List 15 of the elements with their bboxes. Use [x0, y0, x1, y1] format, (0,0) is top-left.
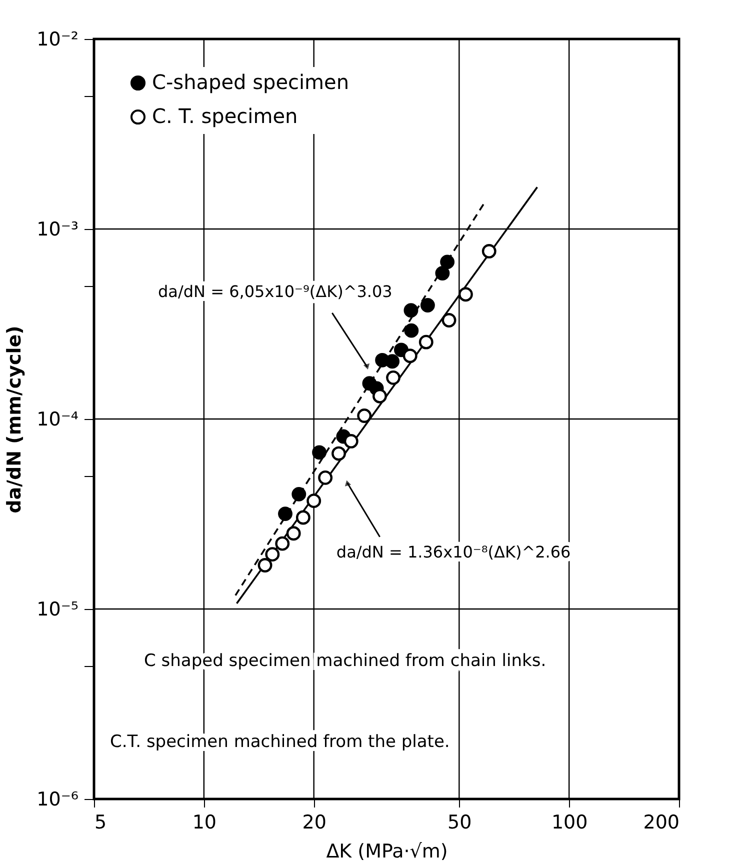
x-tick-label: 200 — [643, 812, 680, 834]
x-tick-label: 10 — [192, 812, 217, 834]
legend-label: C-shaped specimen — [152, 70, 350, 94]
y-tick-label: 10⁻³ — [36, 218, 78, 240]
x-tick-label: 20 — [302, 812, 326, 834]
y-axis-title: da/dN (mm/cycle) — [4, 326, 26, 514]
y-tick-label: 10⁻² — [36, 28, 78, 50]
x-tick-label: 50 — [448, 812, 472, 834]
y-tick-label: 10⁻⁶ — [36, 788, 78, 810]
x-tick-label: 5 — [94, 812, 107, 834]
legend-label: C. T. specimen — [152, 104, 298, 128]
x-tick-label: 100 — [551, 812, 588, 834]
y-tick-label: 10⁻⁵ — [36, 598, 78, 620]
x-axis-title: ΔK (MPa·√m) — [326, 840, 448, 862]
y-tick-label: 10⁻⁴ — [36, 408, 79, 430]
